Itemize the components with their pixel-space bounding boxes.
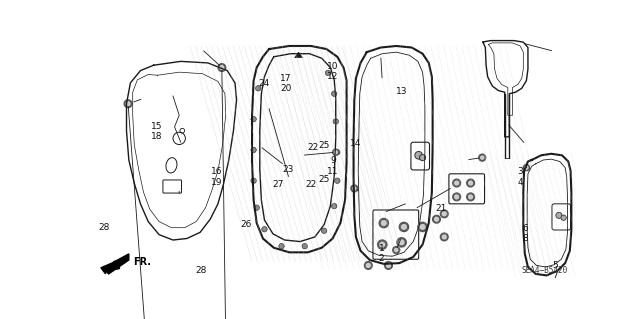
Circle shape [415,152,422,159]
Circle shape [333,119,339,124]
Text: 22: 22 [305,180,316,189]
Text: 24: 24 [258,79,269,88]
Circle shape [440,210,448,218]
Circle shape [402,225,406,229]
Text: 9
11: 9 11 [327,156,339,176]
Text: 22: 22 [307,143,319,152]
Circle shape [454,181,459,185]
Text: 13: 13 [396,86,407,96]
Text: 27: 27 [273,180,284,189]
Circle shape [467,193,474,201]
Text: 14: 14 [349,139,361,148]
Circle shape [381,221,386,226]
Circle shape [335,178,340,183]
Circle shape [467,179,474,187]
Text: 25: 25 [319,175,330,184]
Circle shape [420,225,425,229]
Circle shape [332,91,337,96]
Text: 6
8: 6 8 [522,224,528,243]
FancyBboxPatch shape [411,142,429,170]
Text: 23: 23 [283,165,294,174]
Circle shape [255,85,261,91]
Circle shape [454,195,459,199]
Circle shape [435,217,438,221]
Circle shape [332,204,337,209]
Circle shape [351,185,358,192]
Text: 16
19: 16 19 [211,167,222,187]
Text: SEA4–B5420: SEA4–B5420 [522,266,568,275]
Circle shape [418,222,428,232]
Circle shape [419,154,426,161]
Text: 10
12: 10 12 [327,62,339,81]
Circle shape [333,149,339,155]
Circle shape [395,249,397,252]
Text: 15
18: 15 18 [151,122,163,141]
Circle shape [335,150,340,155]
Circle shape [399,222,408,232]
Circle shape [556,212,562,219]
Circle shape [325,70,331,76]
Text: 21: 21 [435,204,447,213]
Circle shape [387,263,390,267]
Circle shape [379,219,388,228]
Circle shape [433,215,440,223]
Circle shape [126,102,130,106]
Text: 25: 25 [319,141,330,150]
Circle shape [218,64,226,71]
Circle shape [525,166,528,169]
FancyBboxPatch shape [552,204,571,230]
Circle shape [364,262,372,269]
Circle shape [251,178,256,183]
Text: 17
20: 17 20 [280,74,292,93]
Circle shape [334,151,337,154]
Text: 26: 26 [241,220,252,229]
Circle shape [481,156,484,159]
Circle shape [452,179,461,187]
Text: FR.: FR. [134,256,152,267]
Text: 28: 28 [98,223,109,232]
Circle shape [452,193,461,201]
Circle shape [366,263,370,267]
Circle shape [442,235,446,239]
Circle shape [561,215,566,220]
Circle shape [397,238,406,247]
Circle shape [220,66,224,70]
Circle shape [468,181,472,185]
Circle shape [254,205,259,210]
Circle shape [321,228,327,234]
Circle shape [378,240,387,249]
Circle shape [468,195,472,199]
Circle shape [479,154,486,161]
Circle shape [353,187,356,190]
Circle shape [385,262,392,269]
Text: 28: 28 [196,266,207,275]
Circle shape [393,247,400,254]
Circle shape [124,100,132,108]
Circle shape [524,165,529,171]
Circle shape [442,212,446,216]
Polygon shape [101,254,129,274]
Circle shape [302,243,307,249]
Text: 3
4: 3 4 [518,167,524,187]
Circle shape [251,147,256,152]
Text: 5
7: 5 7 [552,261,558,280]
Text: 1
2: 1 2 [379,243,385,263]
Circle shape [251,116,256,122]
Circle shape [262,226,267,232]
Circle shape [279,243,284,249]
Circle shape [399,240,404,245]
Polygon shape [294,52,303,57]
Circle shape [440,233,448,241]
Circle shape [380,242,385,247]
